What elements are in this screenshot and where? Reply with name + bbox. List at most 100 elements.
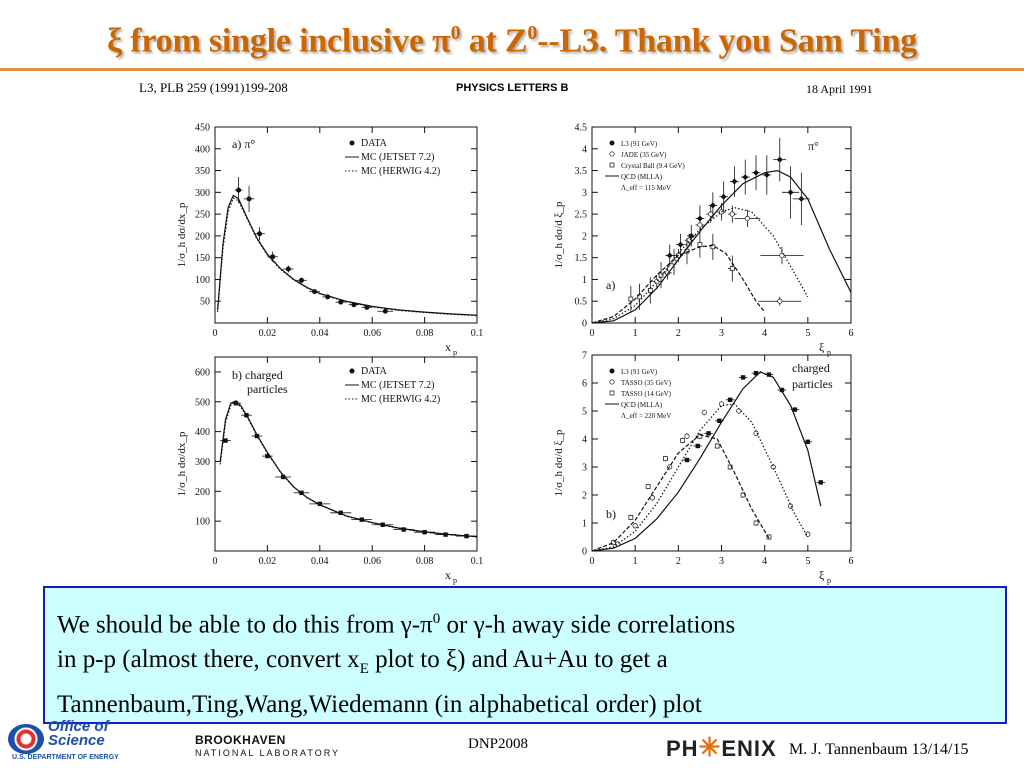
marker [744,215,750,222]
x-tick-label: 0.1 [471,328,484,339]
x-tick-label: 2 [676,328,681,339]
x-tick-label: 0.04 [311,328,329,339]
marker [788,503,794,509]
y-axis-label: 1/σ_h dσ/d ξ_p [553,429,565,496]
marker [298,277,304,283]
panel-label: charged [792,361,830,375]
note-line-1: We should be able to do this from γ-π0 o… [57,611,736,639]
y-tick-label: 400 [195,144,210,155]
y-tick-label: 2 [582,231,587,242]
data-point [296,277,307,283]
data-point [734,209,761,228]
data-point [649,495,655,501]
y-tick-label: 50 [200,297,210,308]
data-point [788,503,794,509]
data-point [727,255,737,282]
y-tick-label: 450 [195,123,210,134]
data-point [762,155,772,195]
slide-title: ξ from single inclusive π0 at Z0--L3. Th… [106,22,917,60]
legend-marker [349,368,355,374]
data-point [792,172,810,225]
y-axis-label: 1/σ_h dσ/dx_p [176,431,188,496]
marker [246,196,252,202]
marker [798,195,805,202]
data-point [658,262,664,289]
x-tick-label: 0.08 [416,556,434,567]
legend-entry: DATA [361,366,388,377]
legend-marker [609,151,615,157]
data-point [283,265,294,273]
y-tick-label: 0 [582,547,587,558]
data-point [254,227,265,241]
legend-entry: L3 (91 GeV) [621,140,658,148]
x-axis-label: ξ [819,340,825,354]
marker [684,457,690,463]
marker [779,387,785,393]
data-point [751,155,761,191]
series-line [217,197,478,317]
legend-marker [609,140,615,146]
data-point [377,308,394,314]
marker [680,438,686,443]
marker [223,438,228,443]
marker [729,211,735,217]
data-point [628,514,634,521]
x-tick-label: 0 [590,556,595,567]
x-axis-label: x [445,340,451,354]
y-tick-label: 4.5 [575,123,588,134]
data-point [710,233,716,260]
data-point [262,453,273,459]
y-tick-label: 1.5 [575,253,588,264]
journal-date: 18 April 1991 [806,82,873,96]
legend-entry: Λ_eff = 220 MeV [621,412,671,420]
brookhaven-logo: BROOKHAVEN NATIONAL LABORATORY [195,733,341,758]
y-tick-label: 3 [582,463,587,474]
panel-label-2: particles [792,377,833,391]
marker [233,401,239,406]
legend-entry: JADE (35 GeV) [621,151,667,159]
x-axis-label-sub: p [453,348,457,357]
legend-entry: Λ_eff = 115 MeV [621,184,671,192]
x-tick-label: 0.06 [363,556,381,567]
legend-entry: QCD (MLLA) [621,173,663,181]
legend-marker [609,368,615,374]
panel-label-2: particles [247,382,288,396]
legend-entry: MC (JETSET 7.2) [361,152,434,163]
x-tick-label: 6 [849,328,854,339]
data-point [697,231,703,258]
series-line [217,194,478,316]
footer-author: M. J. Tannenbaum 13/14/15 [789,741,969,758]
marker [720,193,727,200]
y-tick-label: 7 [582,351,587,362]
y-tick-label: 2 [582,491,587,502]
marker [645,484,651,489]
data-point [680,437,686,444]
data-point [220,438,231,443]
marker [740,375,746,380]
x-tick-label: 4 [762,328,767,339]
data-point [611,539,616,546]
x-tick-label: 0 [590,328,595,339]
legend-entry: L3 (91 GeV) [621,368,658,376]
data-point [760,246,804,265]
chart-panel-a-pi0-xp: 0 0.02 0.04 0.06 0.08 0.1 50 100 150 200 250 300 350… [176,123,483,358]
marker [706,431,711,436]
series-line [591,403,809,552]
marker [770,464,776,470]
marker [649,495,655,501]
y-tick-label: 600 [195,367,210,378]
data-point [727,205,737,223]
legend-entry: MC (JETSET 7.2) [361,380,434,391]
citation: L3, PLB 259 (1991)199-208 [139,80,288,95]
marker [677,241,684,248]
marker [753,169,760,176]
data-point [335,299,346,305]
x-tick-label: 3 [719,328,724,339]
data-point [665,244,675,267]
x-tick-label: 0.04 [311,556,329,567]
series-line [219,401,478,538]
marker [718,401,725,407]
marker [818,480,823,485]
marker [763,171,770,178]
